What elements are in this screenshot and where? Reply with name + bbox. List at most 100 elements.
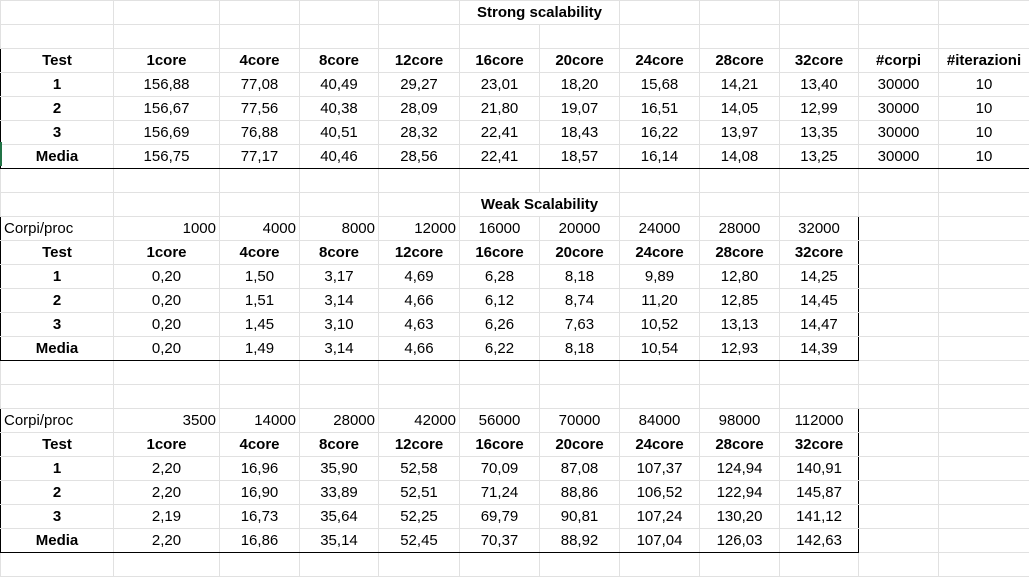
empty-cell[interactable]	[859, 385, 939, 409]
empty-cell[interactable]	[780, 361, 859, 385]
strong-value-cell[interactable]: 23,01	[460, 73, 540, 97]
empty-cell[interactable]	[859, 481, 939, 505]
weak-header-cell[interactable]: Test	[1, 241, 114, 265]
empty-cell[interactable]	[859, 1, 939, 25]
empty-cell[interactable]	[939, 385, 1029, 409]
strong-value-cell[interactable]: 77,56	[220, 97, 300, 121]
empty-cell[interactable]	[939, 553, 1029, 577]
empty-cell[interactable]	[220, 385, 300, 409]
empty-cell[interactable]	[114, 193, 220, 217]
corpi-value-cell[interactable]: 1000	[114, 217, 220, 241]
empty-cell[interactable]	[220, 25, 300, 49]
weak-value-cell[interactable]: 107,24	[620, 505, 700, 529]
weak-header-cell[interactable]: 12core	[379, 433, 460, 457]
empty-cell[interactable]	[114, 361, 220, 385]
weak-header-cell[interactable]: 4core	[220, 433, 300, 457]
weak-header-cell[interactable]: 8core	[300, 241, 379, 265]
weak-value-cell[interactable]: 4,69	[379, 265, 460, 289]
weak-header-cell[interactable]: 8core	[300, 433, 379, 457]
strong-value-cell[interactable]: 28,32	[379, 121, 460, 145]
empty-cell[interactable]	[379, 169, 460, 193]
empty-cell[interactable]	[1, 25, 114, 49]
empty-cell[interactable]	[939, 529, 1029, 553]
weak-value-cell[interactable]: 2,20	[114, 529, 220, 553]
empty-cell[interactable]	[114, 1, 220, 25]
empty-cell[interactable]	[620, 25, 700, 49]
empty-cell[interactable]	[379, 1, 460, 25]
empty-cell[interactable]	[620, 361, 700, 385]
weak-value-cell[interactable]: 2	[1, 289, 114, 313]
weak-value-cell[interactable]: 88,92	[540, 529, 620, 553]
strong-value-cell[interactable]: 16,14	[620, 145, 700, 169]
weak-value-cell[interactable]: 107,04	[620, 529, 700, 553]
weak-value-cell[interactable]: 3	[1, 313, 114, 337]
weak-value-cell[interactable]: 11,20	[620, 289, 700, 313]
strong-header-cell[interactable]: #corpi	[859, 49, 939, 73]
empty-cell[interactable]	[780, 1, 859, 25]
weak-value-cell[interactable]: 3	[1, 505, 114, 529]
empty-cell[interactable]	[220, 193, 300, 217]
weak-value-cell[interactable]: 1,45	[220, 313, 300, 337]
weak-value-cell[interactable]: 0,20	[114, 313, 220, 337]
empty-cell[interactable]	[220, 361, 300, 385]
weak-header-cell[interactable]: 4core	[220, 241, 300, 265]
strong-value-cell[interactable]: 19,07	[540, 97, 620, 121]
strong-value-cell[interactable]: 77,08	[220, 73, 300, 97]
strong-header-cell[interactable]: 28core	[700, 49, 780, 73]
empty-cell[interactable]	[859, 265, 939, 289]
corpi-value-cell[interactable]: 70000	[540, 409, 620, 433]
weak-header-cell[interactable]: 32core	[780, 241, 859, 265]
strong-header-cell[interactable]: #iterazioni	[939, 49, 1029, 73]
empty-cell[interactable]	[939, 289, 1029, 313]
weak-header-cell[interactable]: 20core	[540, 241, 620, 265]
strong-value-cell[interactable]: 15,68	[620, 73, 700, 97]
weak-value-cell[interactable]: 3,14	[300, 337, 379, 361]
empty-cell[interactable]	[1, 169, 114, 193]
empty-cell[interactable]	[620, 385, 700, 409]
corpi-value-cell[interactable]: 56000	[460, 409, 540, 433]
empty-cell[interactable]	[620, 193, 700, 217]
empty-cell[interactable]	[700, 385, 780, 409]
empty-cell[interactable]	[939, 265, 1029, 289]
empty-cell[interactable]	[859, 337, 939, 361]
empty-cell[interactable]	[939, 25, 1029, 49]
empty-cell[interactable]	[939, 505, 1029, 529]
strong-header-cell[interactable]: 8core	[300, 49, 379, 73]
weak-value-cell[interactable]: 87,08	[540, 457, 620, 481]
weak-value-cell[interactable]: 10,52	[620, 313, 700, 337]
strong-header-cell[interactable]: 20core	[540, 49, 620, 73]
strong-value-cell[interactable]: 10	[939, 145, 1029, 169]
weak-value-cell[interactable]: 4,66	[379, 337, 460, 361]
corpi-value-cell[interactable]: 28000	[700, 217, 780, 241]
weak-value-cell[interactable]: 35,14	[300, 529, 379, 553]
strong-value-cell[interactable]: 156,75	[114, 145, 220, 169]
weak-value-cell[interactable]: 124,94	[700, 457, 780, 481]
weak-header-cell[interactable]: 32core	[780, 433, 859, 457]
strong-value-cell[interactable]: 14,08	[700, 145, 780, 169]
weak-header-cell[interactable]: 20core	[540, 433, 620, 457]
strong-value-cell[interactable]: 156,69	[114, 121, 220, 145]
empty-cell[interactable]	[780, 25, 859, 49]
strong-value-cell[interactable]: 18,57	[540, 145, 620, 169]
empty-cell[interactable]	[700, 25, 780, 49]
weak-value-cell[interactable]: 14,39	[780, 337, 859, 361]
strong-value-cell[interactable]: 1	[1, 73, 114, 97]
empty-cell[interactable]	[859, 289, 939, 313]
strong-header-cell[interactable]: 1core	[114, 49, 220, 73]
weak-value-cell[interactable]: 122,94	[700, 481, 780, 505]
empty-cell[interactable]	[540, 25, 620, 49]
empty-cell[interactable]	[780, 553, 859, 577]
empty-cell[interactable]	[939, 241, 1029, 265]
weak-header-cell[interactable]: 16core	[460, 433, 540, 457]
weak-value-cell[interactable]: 140,91	[780, 457, 859, 481]
weak-header-cell[interactable]: Test	[1, 433, 114, 457]
empty-cell[interactable]	[114, 25, 220, 49]
weak-value-cell[interactable]: 70,37	[460, 529, 540, 553]
empty-cell[interactable]	[540, 169, 620, 193]
strong-value-cell[interactable]: 30000	[859, 145, 939, 169]
empty-cell[interactable]	[859, 529, 939, 553]
weak-header-cell[interactable]: 24core	[620, 241, 700, 265]
empty-cell[interactable]	[460, 385, 540, 409]
empty-cell[interactable]	[220, 169, 300, 193]
weak-value-cell[interactable]: 2,20	[114, 457, 220, 481]
